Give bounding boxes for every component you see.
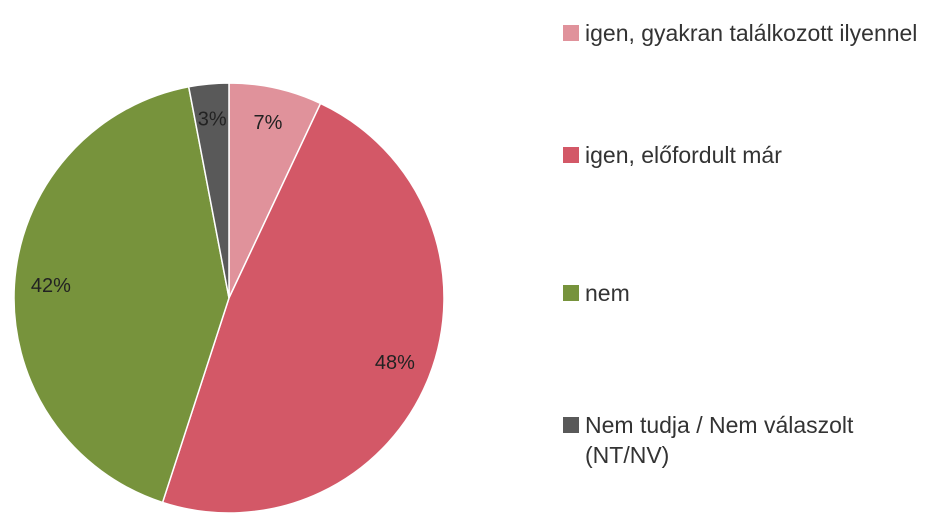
legend-entry: nem — [563, 278, 925, 308]
legend-entry: igen, előfordult már — [563, 140, 925, 170]
data-label: 42% — [31, 275, 71, 297]
legend-swatch — [563, 417, 579, 433]
pie: 7% 48% 42% 3% — [13, 82, 445, 513]
legend-swatch — [563, 285, 579, 301]
legend-label: igen, gyakran találkozott ilyennel — [585, 20, 918, 46]
pie-slice — [13, 85, 230, 504]
legend-label: Nem tudja / Nem válaszolt (NT/NV) — [585, 412, 854, 468]
data-label: 3% — [198, 109, 227, 131]
legend-entry: igen, gyakran találkozott ilyennel — [563, 18, 925, 48]
pie-slice — [161, 102, 445, 513]
data-label: 48% — [375, 352, 415, 374]
legend-swatch — [563, 25, 579, 41]
legend-label: nem — [585, 280, 630, 306]
legend-entry: Nem tudja / Nem válaszolt (NT/NV) — [563, 410, 925, 470]
legend-swatch — [563, 147, 579, 163]
pie-slice — [187, 82, 230, 299]
legend-label: igen, előfordult már — [585, 142, 782, 168]
data-label: 7% — [253, 112, 282, 134]
